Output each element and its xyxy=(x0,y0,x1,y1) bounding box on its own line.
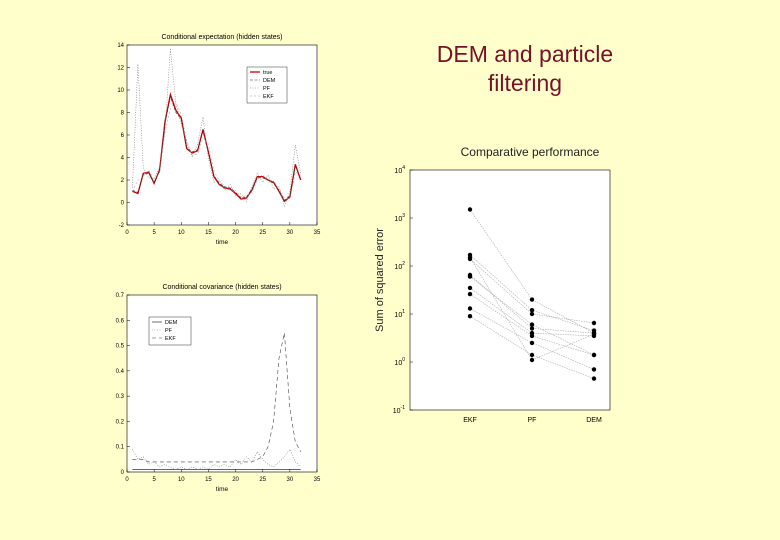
y-tick-label: -2 xyxy=(119,223,125,229)
data-point xyxy=(591,367,597,372)
x-tick-label: DEM xyxy=(586,417,602,424)
y-tick-label: 0.1 xyxy=(116,445,125,451)
series-line-ekf xyxy=(132,101,301,200)
legend-label-true: true xyxy=(263,70,272,76)
y-tick-label: 12 xyxy=(117,66,124,72)
legend-label-ekf: EKF xyxy=(263,94,274,100)
legend-label-dem: DEM xyxy=(165,320,178,326)
series-line-pf xyxy=(132,48,301,207)
y-tick-label: 2 xyxy=(121,178,125,184)
y-tick-label: 103 xyxy=(394,213,405,223)
x-tick-label: 15 xyxy=(205,230,212,236)
legend-box xyxy=(246,66,288,104)
y-tick-label: 0.6 xyxy=(116,318,125,324)
y-axis-label: Sum of squared error xyxy=(374,228,386,332)
y-tick-label: 0 xyxy=(121,201,125,207)
data-point xyxy=(467,207,473,212)
x-tick-label: 15 xyxy=(205,477,212,483)
x-axis-label: time xyxy=(216,239,229,246)
y-tick-label: 0.2 xyxy=(116,419,125,425)
plot-area xyxy=(409,169,611,411)
y-tick-label: 0 xyxy=(121,470,125,476)
data-point xyxy=(591,376,597,381)
x-tick-label: 10 xyxy=(178,230,185,236)
data-point xyxy=(467,314,473,319)
data-point xyxy=(591,320,597,326)
data-point xyxy=(529,357,535,363)
x-tick-label: 25 xyxy=(259,230,266,236)
legend-label-ekf: EKF xyxy=(165,336,176,342)
data-point xyxy=(467,274,473,279)
legend-label-pf: PF xyxy=(165,328,173,334)
y-tick-label: 8 xyxy=(121,111,125,117)
series-line-ekf xyxy=(132,332,301,463)
data-point xyxy=(529,352,535,358)
expectation-chart: Conditional expectation (hidden states) 0… xyxy=(117,34,321,246)
data-point xyxy=(529,326,535,331)
x-tick-label: 5 xyxy=(152,477,156,483)
chart-title: Comparative performance xyxy=(461,145,600,159)
x-tick-label: 25 xyxy=(259,477,266,483)
x-tick-label: 35 xyxy=(314,230,321,236)
data-point xyxy=(467,306,473,311)
y-tick-label: 10 xyxy=(117,88,124,94)
data-point xyxy=(529,311,535,317)
y-tick-label: 6 xyxy=(121,133,125,139)
x-tick-label: EKF xyxy=(463,417,477,424)
chart-title: Conditional expectation (hidden states) xyxy=(161,34,282,41)
connector-line xyxy=(469,209,595,334)
y-tick-label: 0.4 xyxy=(116,369,125,375)
series-line-dem xyxy=(132,95,301,201)
data-point xyxy=(529,308,535,313)
data-point xyxy=(529,333,535,339)
y-tick-label: 14 xyxy=(117,43,124,49)
data-point xyxy=(467,255,473,260)
slide-title: DEM and particle filtering xyxy=(436,41,614,96)
y-tick-label: 4 xyxy=(121,156,125,162)
data-point xyxy=(591,352,597,358)
legend-label-pf: PF xyxy=(263,86,271,92)
performance-chart: Comparative performance Sum of squared er… xyxy=(374,145,611,424)
data-point xyxy=(529,322,535,327)
y-tick-label: 0.3 xyxy=(116,394,125,400)
x-tick-label: 30 xyxy=(287,230,294,236)
x-tick-label: PF xyxy=(528,417,537,424)
y-tick-label: 100 xyxy=(394,357,405,367)
connector-line xyxy=(469,274,595,334)
connector-line xyxy=(469,293,595,356)
chart-title: Conditional covariance (hidden states) xyxy=(162,284,281,291)
x-tick-label: 5 xyxy=(152,230,156,236)
covariance-chart: Conditional covariance (hidden states) 0 5… xyxy=(116,284,321,493)
data-point xyxy=(591,332,597,337)
data-point xyxy=(467,291,473,297)
y-tick-label: 102 xyxy=(394,261,405,271)
data-point xyxy=(467,285,473,291)
x-tick-label: 20 xyxy=(232,477,239,483)
x-tick-label: 0 xyxy=(125,477,129,483)
y-tick-label: 104 xyxy=(394,165,405,175)
x-tick-label: 30 xyxy=(287,477,294,483)
data-point xyxy=(529,340,535,346)
connector-line xyxy=(469,287,595,337)
data-point xyxy=(529,297,535,302)
y-tick-label: 10-1 xyxy=(393,405,405,415)
y-tick-label: 0.7 xyxy=(116,293,125,299)
x-axis-label: time xyxy=(216,486,229,493)
x-tick-label: 20 xyxy=(232,230,239,236)
y-tick-label: 101 xyxy=(394,309,405,319)
x-tick-label: 10 xyxy=(178,477,185,483)
legend-label-dem: DEM xyxy=(263,78,276,84)
x-tick-label: 0 xyxy=(125,230,129,236)
y-tick-label: 0.5 xyxy=(116,344,125,350)
x-tick-label: 35 xyxy=(314,477,321,483)
